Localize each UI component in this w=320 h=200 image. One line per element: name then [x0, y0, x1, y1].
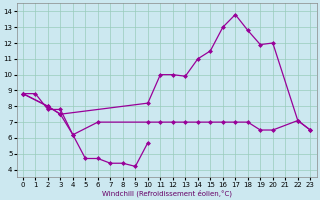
X-axis label: Windchill (Refroidissement éolien,°C): Windchill (Refroidissement éolien,°C)	[101, 189, 232, 197]
